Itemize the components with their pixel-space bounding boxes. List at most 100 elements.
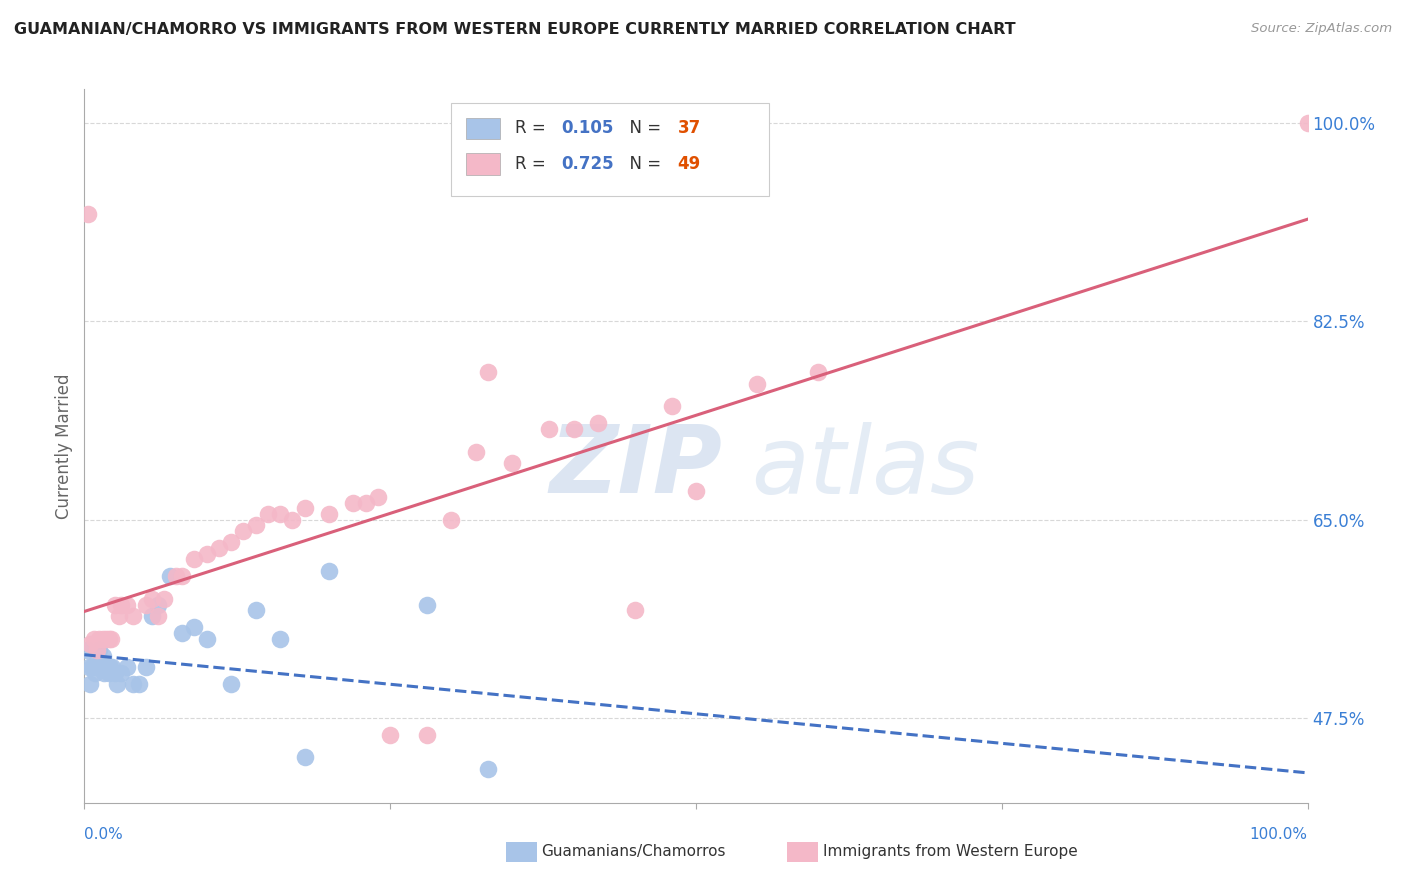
Point [269,632,291,646]
Point [416,598,439,612]
Point [79,677,101,691]
Point [440,513,463,527]
Point [97,632,120,646]
Point [367,490,389,504]
Text: 49: 49 [678,155,700,173]
Point [107,608,129,623]
Point [159,569,181,583]
Point [115,660,138,674]
Point [83,660,105,674]
Point [807,365,830,379]
Point [477,762,499,776]
Point [146,608,169,623]
Point [98,660,121,674]
Point [1296,116,1319,130]
Point [172,626,194,640]
Point [219,535,242,549]
Y-axis label: Currently Married: Currently Married [55,373,73,519]
Point [91,648,114,663]
Point [208,541,231,555]
Point [538,422,561,436]
Point [122,608,145,623]
Point [89,660,111,674]
Point [110,598,132,612]
Point [101,660,124,674]
Text: N =: N = [619,120,666,137]
Point [183,552,205,566]
Text: Source: ZipAtlas.com: Source: ZipAtlas.com [1251,22,1392,36]
Point [183,620,205,634]
Point [105,677,128,691]
Point [477,365,499,379]
Bar [465,118,501,139]
Point [281,513,304,527]
Point [91,632,114,646]
Point [685,484,707,499]
Text: 100.0%: 100.0% [1250,827,1308,841]
Text: Guamanians/Chamorros: Guamanians/Chamorros [541,845,725,859]
Text: 0.0%: 0.0% [84,827,124,841]
FancyBboxPatch shape [451,103,769,196]
Point [195,632,218,646]
Point [128,677,150,691]
Point [97,665,120,680]
Point [141,608,163,623]
Point [416,728,439,742]
Point [165,569,187,583]
Point [502,456,524,470]
Point [86,643,108,657]
Point [96,632,118,646]
Point [135,598,157,612]
Bar [465,153,501,175]
Text: R =: R = [515,155,551,173]
Point [76,643,98,657]
Point [83,632,105,646]
Point [86,654,108,668]
Point [354,495,377,509]
Point [245,518,267,533]
Text: N =: N = [619,155,666,173]
Point [562,422,585,436]
Point [318,564,340,578]
Point [661,400,683,414]
Point [77,660,100,674]
Point [93,665,115,680]
Point [80,660,103,674]
Point [135,660,157,674]
Point [104,665,127,680]
Point [195,547,218,561]
Point [232,524,254,538]
Point [747,376,769,391]
Point [87,632,110,646]
Point [380,807,402,822]
Text: 0.105: 0.105 [561,120,614,137]
Point [87,643,110,657]
Point [141,591,163,606]
Point [96,660,118,674]
Point [172,569,194,583]
Point [219,677,242,691]
Point [77,207,100,221]
Point [294,501,316,516]
Point [380,728,402,742]
Point [342,495,364,509]
Point [104,598,127,612]
Point [464,444,486,458]
Point [115,598,138,612]
Point [122,677,145,691]
Point [624,603,647,617]
Point [146,598,169,612]
Point [318,507,340,521]
Point [87,660,110,674]
Text: atlas: atlas [751,422,979,513]
Text: GUAMANIAN/CHAMORRO VS IMMIGRANTS FROM WESTERN EUROPE CURRENTLY MARRIED CORRELATI: GUAMANIAN/CHAMORRO VS IMMIGRANTS FROM WE… [14,22,1015,37]
Point [79,637,101,651]
Text: R =: R = [515,120,551,137]
Point [84,665,107,680]
Point [269,507,291,521]
Point [294,750,316,764]
Point [257,507,280,521]
Point [153,591,176,606]
Text: ZIP: ZIP [550,421,723,514]
Point [586,417,609,431]
